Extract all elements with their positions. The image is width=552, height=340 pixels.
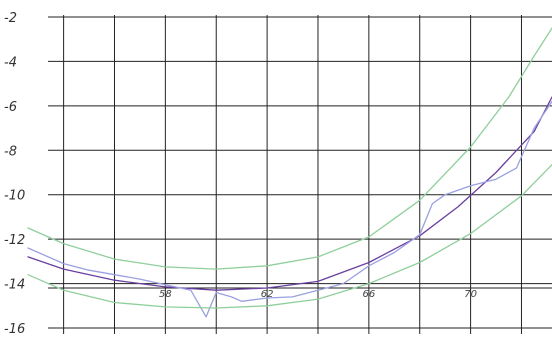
grid [48, 15, 552, 334]
x-tick-label: 66 [362, 289, 375, 300]
x-tick-label: 62 [261, 289, 274, 300]
x-tick-labels: 58 62 66 70 [159, 289, 477, 300]
y-tick-labels: -2 -4 -6 -8 -10 -12 -14 -16 [4, 11, 25, 337]
series-line-4 [27, 164, 552, 309]
y-tick-label: -14 [4, 278, 25, 293]
series-line-1 [27, 96, 552, 291]
y-tick-label: -12 [4, 233, 25, 248]
y-tick-label: -4 [4, 55, 17, 70]
series-line-3 [27, 27, 552, 270]
series-lines [27, 27, 552, 318]
y-tick-label: -2 [4, 11, 17, 26]
x-tick-label: 70 [464, 289, 477, 300]
y-tick-label: -6 [4, 100, 17, 115]
y-tick-label: -8 [4, 144, 17, 159]
series-line-2 [27, 100, 552, 318]
y-tick-label: -16 [4, 322, 25, 337]
x-tick-label: 58 [159, 289, 172, 300]
y-tick-label: -10 [4, 189, 25, 204]
